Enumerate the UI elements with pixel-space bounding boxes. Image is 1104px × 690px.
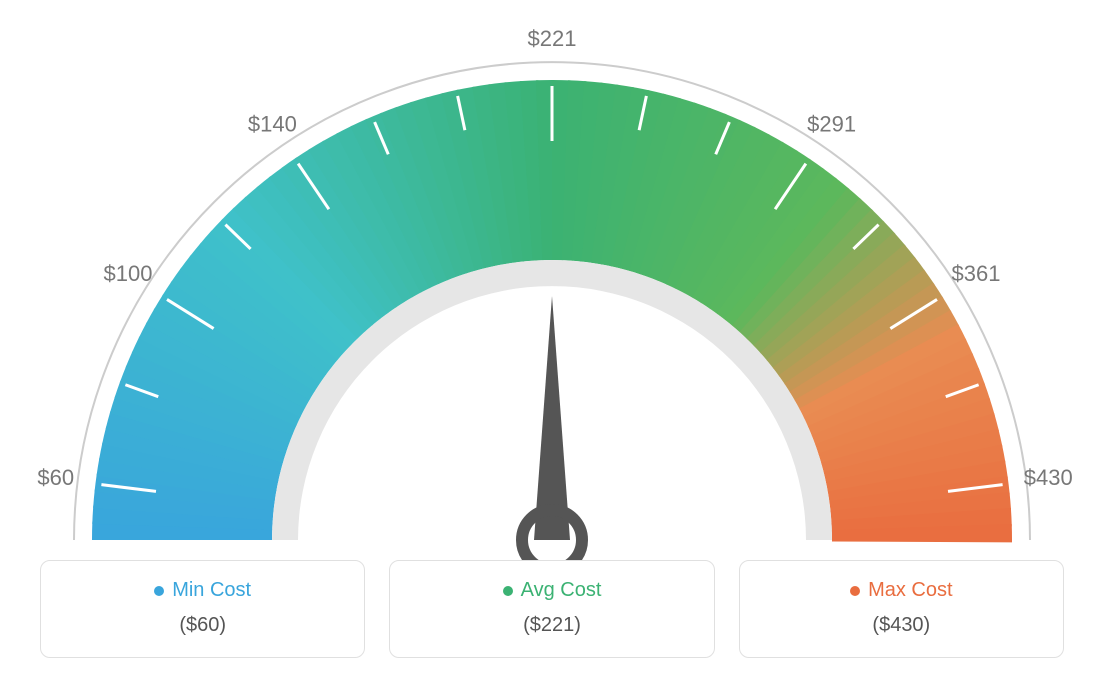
gauge-tick-label: $60 — [37, 465, 74, 490]
gauge-svg: $60 $100 $140 $221 $291 $361 $430 — [0, 0, 1104, 560]
gauge-tick-label: $140 — [248, 111, 297, 136]
legend-dot-avg — [503, 586, 513, 596]
gauge-tick-label: $361 — [952, 261, 1001, 286]
legend-dot-min — [154, 586, 164, 596]
legend-title-max: Max Cost — [850, 579, 952, 602]
gauge-tick-label: $430 — [1024, 465, 1073, 490]
gauge-needle — [534, 296, 570, 540]
legend-label-min: Min Cost — [172, 579, 251, 602]
legend-value-max: ($430) — [752, 614, 1051, 637]
legend-dot-max — [850, 586, 860, 596]
legend-card-min: Min Cost ($60) — [40, 560, 365, 658]
legend-label-max: Max Cost — [868, 579, 952, 602]
gauge-container: $60 $100 $140 $221 $291 $361 $430 — [0, 0, 1104, 560]
legend-value-avg: ($221) — [402, 614, 701, 637]
legend-row: Min Cost ($60) Avg Cost ($221) Max Cost … — [0, 560, 1104, 658]
legend-label-avg: Avg Cost — [521, 579, 602, 602]
gauge-tick-label: $100 — [103, 261, 152, 286]
gauge-tick-label: $291 — [807, 111, 856, 136]
legend-title-min: Min Cost — [154, 579, 251, 602]
legend-title-avg: Avg Cost — [503, 579, 602, 602]
gauge-tick-label: $221 — [528, 26, 577, 51]
legend-card-max: Max Cost ($430) — [739, 560, 1064, 658]
legend-value-min: ($60) — [53, 614, 352, 637]
legend-card-avg: Avg Cost ($221) — [389, 560, 714, 658]
